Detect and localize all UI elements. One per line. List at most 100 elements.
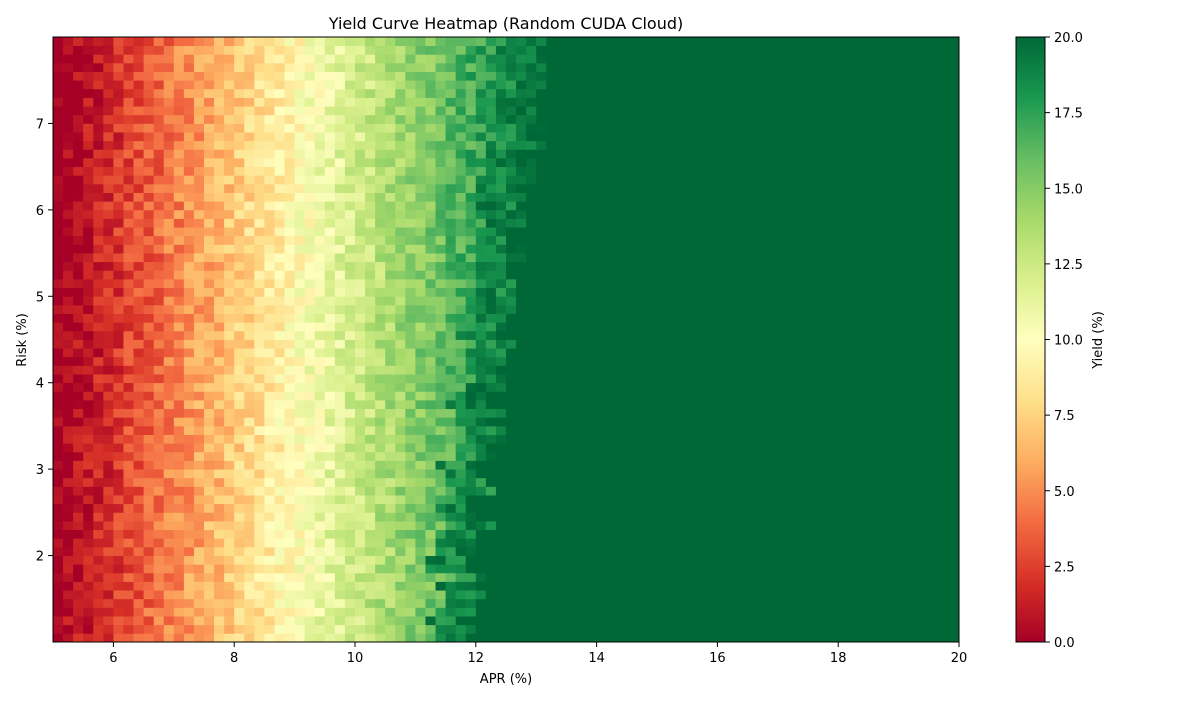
heatmap-cell — [304, 365, 316, 375]
heatmap-cell — [858, 451, 869, 461]
heatmap-cell — [465, 486, 477, 496]
heatmap-cell — [63, 192, 74, 202]
heatmap-cell — [636, 425, 648, 435]
heatmap-cell — [445, 572, 457, 582]
heatmap-cell — [948, 253, 960, 263]
heatmap-cell — [737, 287, 748, 297]
heatmap-cell — [475, 166, 487, 176]
heatmap-cell — [858, 598, 869, 608]
heatmap-cell — [737, 555, 748, 565]
heatmap-cell — [828, 192, 839, 202]
heatmap-cell — [576, 227, 587, 237]
heatmap-cell — [365, 408, 376, 418]
heatmap-cell — [324, 322, 336, 332]
heatmap-cell — [818, 408, 829, 418]
heatmap-cell — [516, 616, 527, 626]
heatmap-cell — [908, 469, 920, 479]
heatmap-cell — [928, 572, 940, 582]
heatmap-cell — [566, 469, 577, 479]
heatmap-cell — [848, 253, 859, 263]
heatmap-cell — [113, 486, 124, 496]
heatmap-cell — [737, 235, 748, 245]
heatmap-cell — [93, 529, 104, 539]
heatmap-cell — [626, 287, 638, 297]
heatmap-cell — [183, 451, 195, 461]
heatmap-cell — [868, 261, 879, 271]
heatmap-cell — [586, 356, 597, 366]
heatmap-cell — [264, 201, 275, 211]
heatmap-cell — [908, 598, 920, 608]
heatmap-cell — [858, 460, 869, 470]
heatmap-cell — [455, 451, 467, 461]
heatmap-cell — [244, 477, 255, 487]
heatmap-cell — [646, 564, 658, 574]
heatmap-cell — [435, 270, 446, 280]
heatmap-cell — [355, 598, 366, 608]
heatmap-cell — [586, 374, 597, 384]
heatmap-cell — [928, 374, 940, 384]
heatmap-cell — [646, 166, 658, 176]
heatmap-cell — [344, 607, 356, 617]
heatmap-cell — [566, 546, 577, 556]
heatmap-cell — [677, 253, 688, 263]
heatmap-cell — [556, 624, 567, 634]
heatmap-cell — [797, 348, 809, 358]
heatmap-cell — [556, 166, 567, 176]
heatmap-cell — [153, 495, 165, 505]
heatmap-cell — [938, 607, 950, 617]
heatmap-cell — [224, 218, 235, 228]
heatmap-cell — [606, 253, 618, 263]
heatmap-cell — [757, 512, 769, 522]
heatmap-cell — [93, 607, 104, 617]
heatmap-cell — [928, 175, 940, 185]
heatmap-cell — [727, 408, 738, 418]
heatmap-cell — [314, 391, 326, 401]
heatmap-cell — [657, 512, 668, 522]
heatmap-cell — [415, 348, 426, 358]
heatmap-cell — [435, 434, 446, 444]
heatmap-cell — [536, 253, 547, 263]
heatmap-cell — [707, 227, 718, 237]
heatmap-cell — [244, 469, 255, 479]
heatmap-cell — [626, 322, 638, 332]
heatmap-cell — [566, 590, 577, 600]
heatmap-cell — [646, 201, 658, 211]
heatmap-cell — [787, 279, 799, 289]
heatmap-cell — [526, 590, 537, 600]
heatmap-cell — [787, 201, 799, 211]
heatmap-cell — [173, 244, 185, 254]
heatmap-cell — [546, 477, 557, 487]
heatmap-cell — [83, 218, 94, 228]
heatmap-cell — [808, 495, 819, 505]
heatmap-cell — [596, 313, 608, 323]
heatmap-cell — [858, 201, 869, 211]
heatmap-cell — [908, 495, 920, 505]
heatmap-cell — [294, 365, 306, 375]
heatmap-cell — [153, 529, 165, 539]
heatmap-cell — [365, 486, 376, 496]
heatmap-cell — [757, 201, 769, 211]
heatmap-cell — [234, 529, 245, 539]
heatmap-cell — [918, 460, 930, 470]
heatmap-cell — [355, 624, 366, 634]
heatmap-cell — [667, 598, 678, 608]
heatmap-cell — [395, 304, 406, 314]
heatmap-cell — [727, 192, 738, 202]
heatmap-cell — [787, 227, 799, 237]
heatmap-cell — [425, 572, 436, 582]
heatmap-cell — [405, 365, 416, 375]
heatmap-cell — [848, 322, 859, 332]
heatmap-cell — [425, 227, 436, 237]
heatmap-cell — [888, 590, 899, 600]
heatmap-cell — [566, 486, 577, 496]
heatmap-cell — [707, 183, 718, 193]
heatmap-cell — [123, 322, 134, 332]
heatmap-cell — [687, 322, 698, 332]
heatmap-cell — [908, 616, 920, 626]
heatmap-cell — [506, 175, 517, 185]
heatmap-cell — [908, 261, 920, 271]
heatmap-cell — [938, 270, 950, 280]
heatmap-cell — [153, 477, 165, 487]
heatmap-cell — [365, 382, 376, 392]
heatmap-cell — [445, 633, 457, 643]
